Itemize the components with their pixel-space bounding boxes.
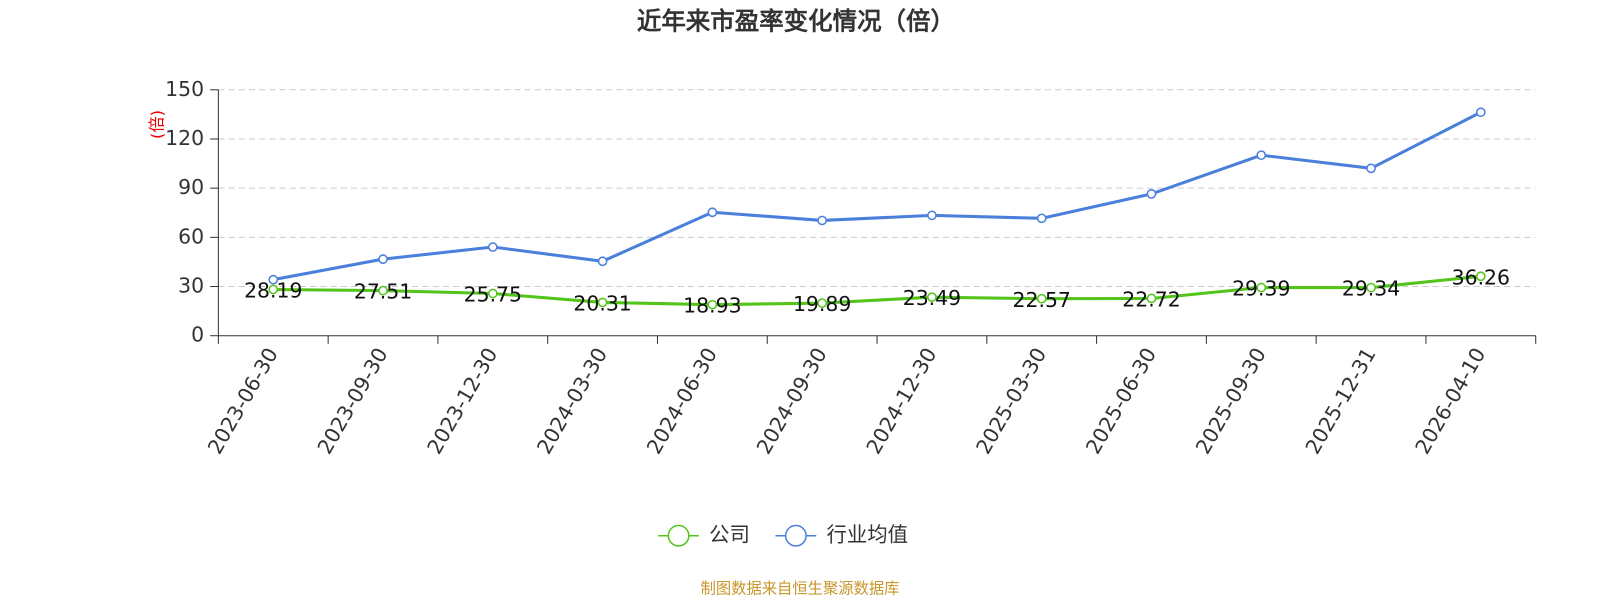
x-tick-label: 2023-06-30 bbox=[203, 344, 283, 459]
data-point bbox=[817, 298, 827, 308]
series-line bbox=[272, 110, 1482, 282]
data-point bbox=[597, 256, 608, 267]
data-label: 22.72 bbox=[1122, 288, 1180, 312]
data-point bbox=[1036, 213, 1047, 224]
y-tick-label: 60 bbox=[178, 224, 204, 248]
data-label: 23.49 bbox=[903, 286, 961, 310]
data-label: 25.75 bbox=[464, 283, 522, 307]
data-point bbox=[927, 292, 937, 303]
x-tick-label: 2024-03-30 bbox=[532, 344, 612, 459]
legend-item: 行业均值 bbox=[775, 523, 908, 547]
data-label: 36.26 bbox=[1452, 265, 1510, 289]
y-tick-label: 90 bbox=[178, 175, 204, 199]
data-point bbox=[1256, 282, 1267, 293]
data-label: 20.31 bbox=[573, 291, 631, 315]
data-point bbox=[1366, 163, 1376, 174]
legend-item: 公司 bbox=[658, 523, 750, 547]
x-tick-label: 2023-09-30 bbox=[313, 344, 393, 459]
y-tick-label: 30 bbox=[178, 274, 204, 298]
data-point bbox=[707, 299, 718, 310]
data-label: 27.51 bbox=[354, 280, 412, 304]
data-point bbox=[487, 242, 498, 252]
x-tick-label: 2026-04-10 bbox=[1410, 344, 1490, 459]
x-tick-label: 2023-12-30 bbox=[422, 343, 502, 458]
x-tick-label: 2025-03-30 bbox=[971, 343, 1051, 458]
y-tick-label: 120 bbox=[165, 126, 204, 150]
data-point bbox=[378, 254, 388, 264]
source-note: 制图数据来自恒生聚源数据库 bbox=[701, 579, 900, 597]
x-tick-label: 2025-06-30 bbox=[1081, 344, 1161, 459]
y-axis-label: (倍) bbox=[148, 110, 167, 139]
x-tick-label: 2024-09-30 bbox=[752, 344, 832, 459]
x-tick-label: 2025-12-31 bbox=[1301, 344, 1381, 459]
data-point bbox=[817, 215, 827, 226]
data-point bbox=[1366, 282, 1376, 293]
data-point bbox=[1475, 107, 1486, 118]
data-point bbox=[268, 284, 279, 295]
data-point bbox=[1146, 293, 1157, 304]
legend-label: 公司 bbox=[709, 523, 750, 547]
data-point bbox=[1475, 271, 1486, 282]
data-point bbox=[597, 297, 608, 308]
data-point bbox=[268, 274, 279, 285]
data-point bbox=[707, 207, 718, 218]
series-line bbox=[273, 274, 1481, 307]
data-label: 22.57 bbox=[1013, 288, 1071, 312]
data-point bbox=[487, 288, 498, 299]
data-label: 28.19 bbox=[244, 279, 302, 303]
data-label: 29.39 bbox=[1232, 277, 1290, 301]
data-point bbox=[1036, 293, 1047, 304]
data-point bbox=[927, 210, 937, 221]
y-tick-label: 0 bbox=[191, 323, 204, 347]
legend-marker bbox=[667, 524, 690, 547]
data-point bbox=[378, 285, 388, 296]
data-label: 19.89 bbox=[793, 292, 851, 316]
x-tick-label: 2024-12-30 bbox=[861, 343, 941, 458]
data-point bbox=[1256, 150, 1267, 161]
data-label: 29.34 bbox=[1342, 277, 1400, 301]
legend-label: 行业均值 bbox=[826, 523, 908, 547]
chart-title: 近年来市盈率变化情况（倍） bbox=[637, 6, 955, 35]
x-tick-label: 2025-09-30 bbox=[1191, 344, 1271, 459]
data-point bbox=[1146, 189, 1157, 199]
x-tick-label: 2024-06-30 bbox=[642, 344, 722, 459]
y-tick-label: 150 bbox=[165, 77, 204, 101]
legend-marker bbox=[784, 524, 807, 547]
data-label: 18.93 bbox=[683, 294, 741, 318]
